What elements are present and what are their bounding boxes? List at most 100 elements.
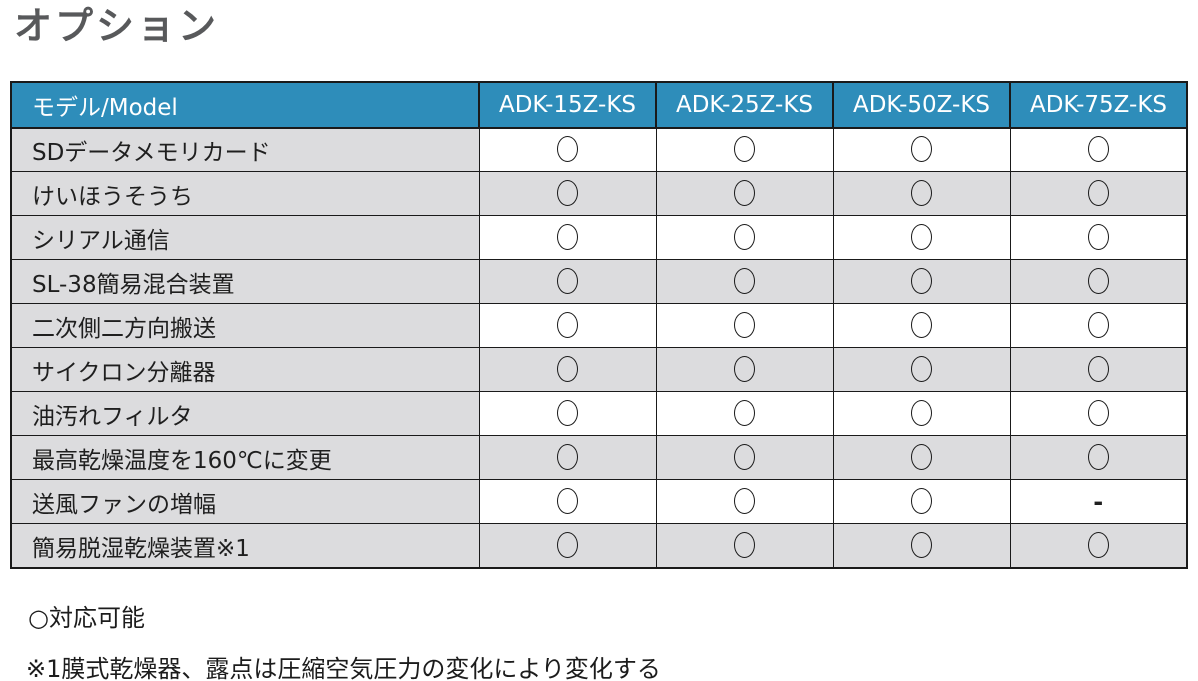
- circle-icon: [1087, 223, 1109, 250]
- supported-cell: [1009, 127, 1188, 173]
- circle-icon: [557, 531, 578, 558]
- circle-icon: [557, 179, 578, 206]
- table-row: サイクロン分離器: [10, 347, 1188, 393]
- supported-cell: [1009, 215, 1188, 261]
- supported-cell: [478, 259, 657, 305]
- circle-icon: [911, 311, 932, 338]
- header-model: モデル/Model: [10, 80, 480, 129]
- table-row: 簡易脱湿乾燥装置※1: [10, 523, 1188, 569]
- circle-icon: [557, 267, 578, 294]
- circle-icon: [734, 179, 755, 206]
- option-label: けいほうそうち: [10, 171, 480, 217]
- footnote: ※1膜式乾燥器、露点は圧縮空気圧力の変化により変化する: [26, 654, 661, 681]
- table-header: モデル/Model ADK-15Z-KS ADK-25Z-KS ADK-50Z-…: [10, 80, 1188, 129]
- circle-icon: [1087, 399, 1109, 426]
- circle-icon: [911, 267, 932, 294]
- table-body: SDデータメモリカード けいほうそうち シリアル通信 SL-38簡易混合装置 二次側二方…: [10, 127, 1188, 569]
- circle-icon: [1087, 136, 1109, 163]
- circle-icon: [1087, 311, 1109, 338]
- option-label: 最高乾燥温度を160℃に変更: [10, 435, 480, 481]
- circle-icon: [911, 531, 932, 558]
- circle-icon: [557, 487, 578, 514]
- supported-cell: [478, 347, 657, 393]
- supported-cell: [832, 171, 1011, 217]
- supported-cell: [832, 347, 1011, 393]
- supported-cell: [655, 479, 834, 525]
- supported-cell: [478, 391, 657, 437]
- circle-icon: [911, 399, 932, 426]
- header-adk-25z-ks: ADK-25Z-KS: [655, 80, 834, 129]
- supported-cell: [832, 259, 1011, 305]
- supported-cell: [1009, 303, 1188, 349]
- supported-cell: [832, 391, 1011, 437]
- supported-cell: [1009, 171, 1188, 217]
- supported-cell: [478, 303, 657, 349]
- table-row: 二次側二方向搬送: [10, 303, 1188, 349]
- supported-cell: [655, 435, 834, 481]
- circle-icon: [557, 136, 578, 163]
- circle-icon: [557, 355, 578, 382]
- supported-cell: [655, 259, 834, 305]
- circle-icon: [734, 531, 755, 558]
- supported-cell: [655, 303, 834, 349]
- supported-cell: [1009, 347, 1188, 393]
- supported-cell: [655, 523, 834, 569]
- circle-icon: [911, 355, 932, 382]
- circle-icon: [734, 355, 755, 382]
- supported-cell: [478, 479, 657, 525]
- supported-cell: [832, 479, 1011, 525]
- circle-icon: [911, 487, 932, 514]
- circle-icon: [734, 399, 755, 426]
- header-adk-50z-ks: ADK-50Z-KS: [832, 80, 1011, 129]
- supported-cell: [832, 303, 1011, 349]
- supported-cell: [478, 127, 657, 173]
- supported-cell: [655, 127, 834, 173]
- circle-icon: [911, 179, 932, 206]
- circle-icon: [557, 311, 578, 338]
- header-adk-75z-ks: ADK-75Z-KS: [1009, 80, 1188, 129]
- circle-icon: [734, 443, 755, 470]
- supported-cell: [478, 523, 657, 569]
- supported-cell: [1009, 523, 1188, 569]
- table-row: SL-38簡易混合装置: [10, 259, 1188, 305]
- circle-icon: [734, 311, 755, 338]
- supported-cell: [832, 523, 1011, 569]
- circle-icon: [557, 223, 578, 250]
- circle-icon: [734, 267, 755, 294]
- option-label: SDデータメモリカード: [10, 127, 480, 173]
- option-label: 二次側二方向搬送: [10, 303, 480, 349]
- option-label: 簡易脱湿乾燥装置※1: [10, 523, 480, 569]
- supported-cell: [478, 435, 657, 481]
- circle-icon: [734, 487, 755, 514]
- circle-icon: [557, 443, 578, 470]
- supported-cell: [655, 171, 834, 217]
- circle-icon: [911, 223, 932, 250]
- table-row: SDデータメモリカード: [10, 127, 1188, 173]
- table-row: 油汚れフィルタ: [10, 391, 1188, 437]
- supported-cell: [478, 215, 657, 261]
- option-label: 油汚れフィルタ: [10, 391, 480, 437]
- circle-icon: [1087, 267, 1109, 294]
- legend-available: ○対応可能: [28, 603, 145, 632]
- table-row: 送風ファンの増幅 -: [10, 479, 1188, 525]
- options-table: モデル/Model ADK-15Z-KS ADK-25Z-KS ADK-50Z-…: [10, 80, 1188, 569]
- header-adk-15z-ks: ADK-15Z-KS: [478, 80, 657, 129]
- supported-cell: [832, 215, 1011, 261]
- circle-icon: [734, 223, 755, 250]
- not-available-cell: -: [1009, 479, 1188, 525]
- table-row: けいほうそうち: [10, 171, 1188, 217]
- circle-icon: [734, 136, 755, 163]
- circle-icon: [911, 443, 932, 470]
- supported-cell: [655, 347, 834, 393]
- circle-icon: [1087, 355, 1109, 382]
- option-label: サイクロン分離器: [10, 347, 480, 393]
- table-row: シリアル通信: [10, 215, 1188, 261]
- circle-icon: [557, 399, 578, 426]
- page-title: オプション: [14, 4, 220, 48]
- option-label: シリアル通信: [10, 215, 480, 261]
- supported-cell: [832, 435, 1011, 481]
- header-row: モデル/Model ADK-15Z-KS ADK-25Z-KS ADK-50Z-…: [10, 80, 1188, 129]
- supported-cell: [832, 127, 1011, 173]
- circle-icon: [1087, 443, 1109, 470]
